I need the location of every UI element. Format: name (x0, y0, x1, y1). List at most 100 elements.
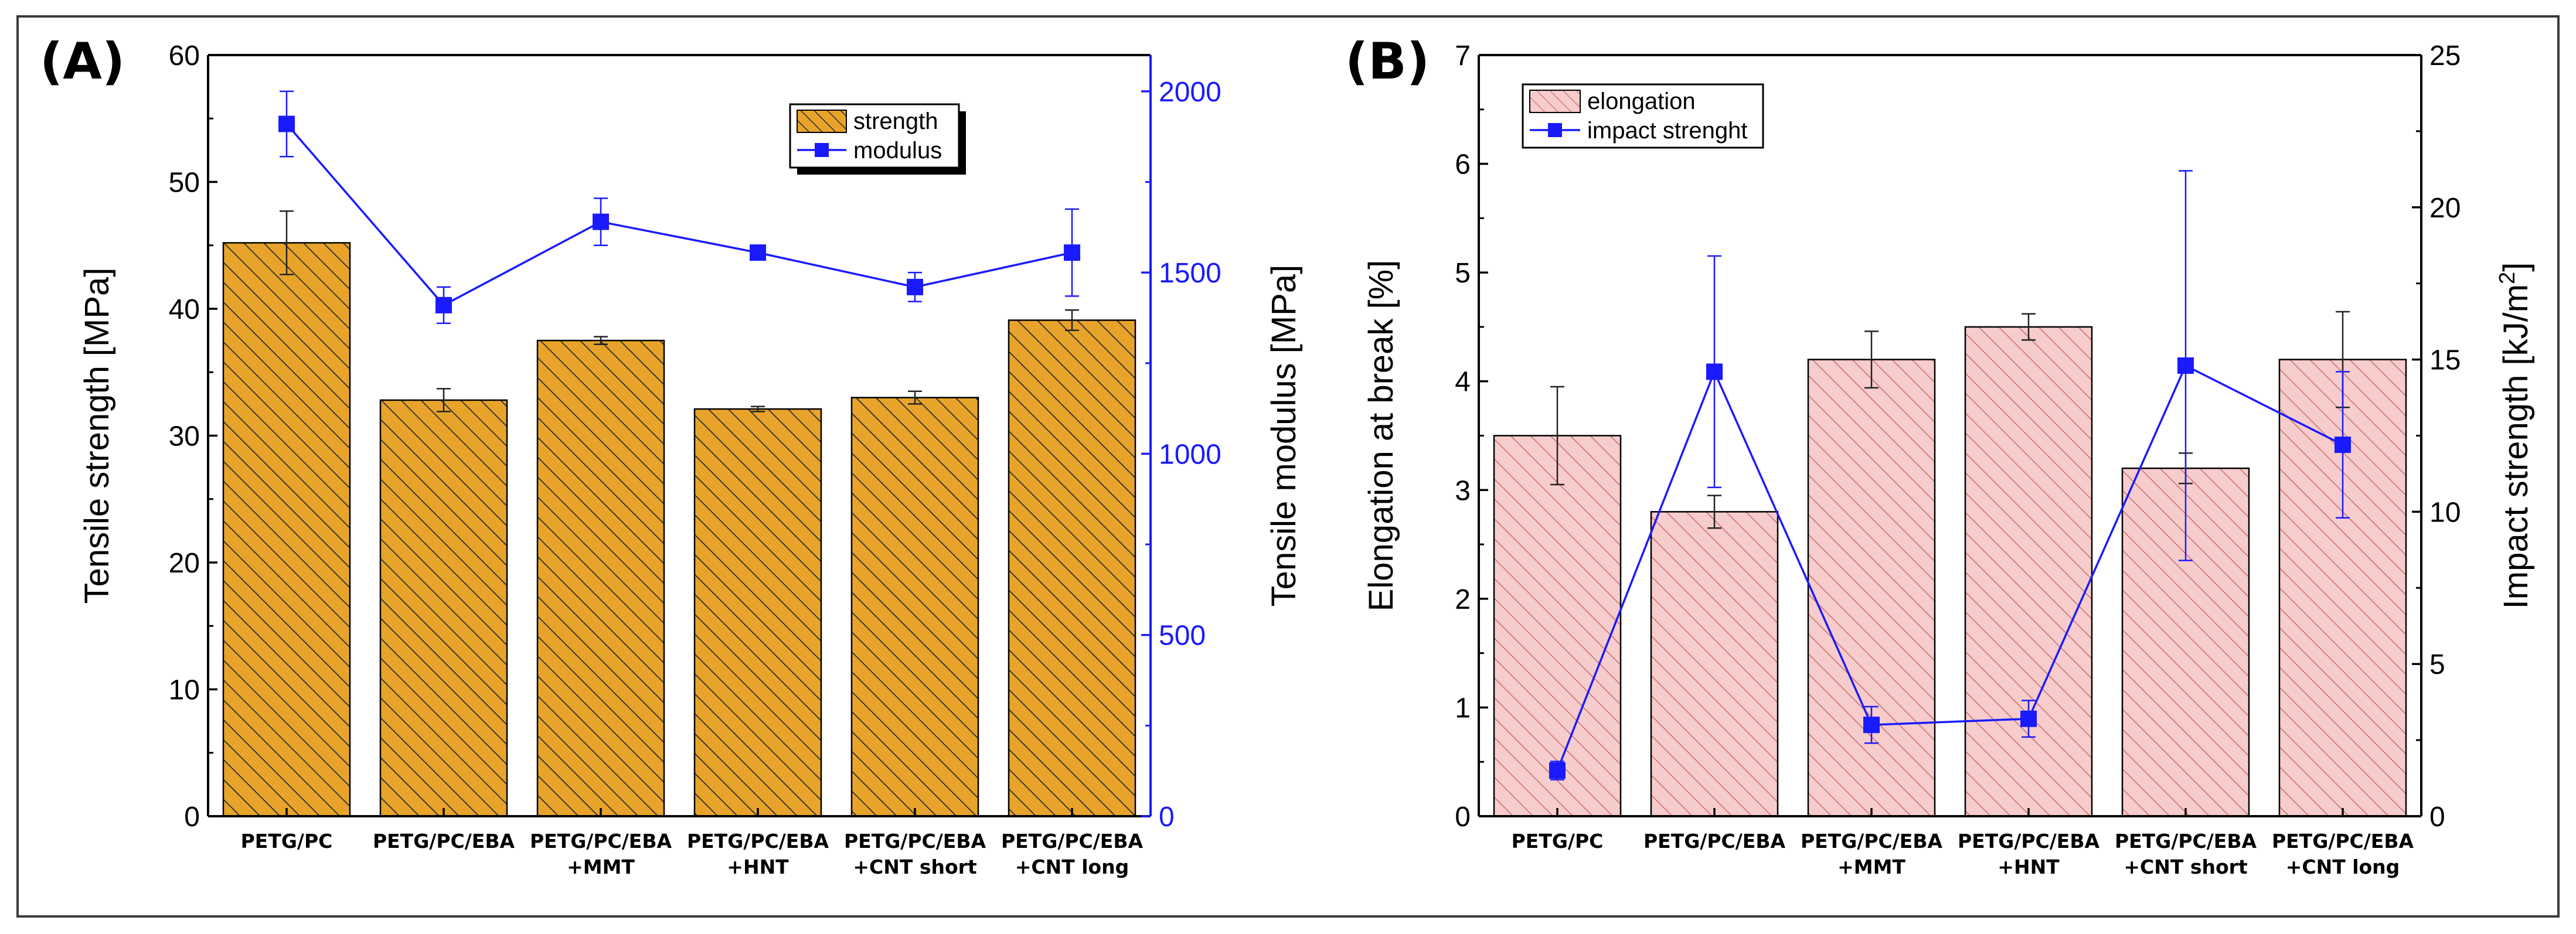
legend: elongation impact strenght (1522, 83, 1764, 149)
legend-marker-swatch (815, 143, 829, 157)
y2-axis-title-end: ] (2497, 263, 2535, 272)
panel-letter: (A) (40, 32, 125, 91)
category-label: PETG/PC/EBA (1801, 830, 1943, 853)
marker-impact-strenght-3 (2020, 710, 2037, 727)
marker-impact-strenght-4 (2177, 357, 2194, 374)
category-label: +CNT long (2286, 855, 2400, 878)
y2-axis-title-text: Impact strength [kJ/m (2497, 284, 2535, 609)
marker-impact-strenght-0 (1549, 762, 1566, 779)
y-tick-label: 40 (169, 294, 200, 325)
y-tick-label: 10 (169, 675, 200, 706)
marker-impact-strenght-5 (2335, 437, 2351, 454)
category-label: PETG/PC/EBA (1643, 830, 1786, 853)
category-label: +MMT (567, 855, 635, 878)
y2-tick-label: 1000 (1159, 439, 1221, 470)
category-label: PETG/PC (1512, 830, 1604, 853)
errorbar-elongation-2 (1864, 330, 1879, 389)
errorbar-strength-4 (908, 390, 922, 405)
bar-strength-4 (850, 397, 979, 817)
bar-strength-3 (693, 408, 822, 817)
y-axis-title: Tensile strength [MPa] (78, 268, 116, 604)
y2-tick-label: 2000 (1159, 77, 1221, 108)
legend-label-modulus: modulus (853, 138, 942, 163)
marker-modulus-3 (750, 244, 766, 261)
category-label: PETG/PC/EBA (530, 830, 672, 853)
y-tick-label: 0 (1455, 802, 1471, 833)
y-tick-label: 0 (184, 802, 200, 833)
bar-strength-5 (1008, 319, 1136, 817)
marker-modulus-1 (435, 296, 452, 313)
category-label: PETG/PC/EBA (2115, 830, 2257, 853)
category-label: +CNT short (2124, 855, 2248, 878)
y-tick-label: 7 (1455, 40, 1471, 71)
y2-axis-title-superscript: 2 (2495, 272, 2520, 284)
bar-elongation-2 (1807, 359, 1936, 817)
figure-frame (16, 15, 2560, 918)
y-tick-label: 50 (169, 168, 200, 199)
category-label: +HNT (727, 855, 789, 878)
y-axis-title: Elongation at break [%] (1362, 260, 1400, 612)
y2-axis-title: Impact strength [kJ/m2] (2495, 263, 2535, 609)
panel-letter: (B) (1345, 32, 1430, 91)
y-tick-label: 4 (1455, 367, 1471, 398)
y-tick-label: 6 (1455, 149, 1471, 180)
bar-elongation-0 (1493, 435, 1622, 817)
marker-modulus-2 (593, 213, 609, 230)
panel-a: (A) 0 10 20 30 40 50 60 0 500 1000 1500 2000 PETG/PC P… (40, 32, 1303, 878)
legend-label-elongation: elongation (1587, 88, 1696, 114)
category-label: PETG/PC/EBA (1001, 830, 1144, 853)
y-tick-label: 1 (1455, 693, 1471, 724)
legend-marker-swatch (1548, 123, 1562, 137)
category-label: PETG/PC/EBA (844, 830, 986, 853)
category-label: +HNT (1997, 855, 2060, 878)
y2-tick-label: 25 (2429, 40, 2461, 71)
y-tick-label: 20 (169, 548, 200, 579)
bar-strength-0 (222, 242, 351, 817)
category-label: PETG/PC/EBA (2272, 830, 2414, 853)
errorbar-elongation-1 (1707, 495, 1721, 529)
y-tick-label: 5 (1455, 258, 1471, 289)
errorbar-strength-3 (751, 405, 765, 413)
bar-strength-1 (379, 399, 508, 817)
y2-axis-title: Tensile modulus [MPa] (1265, 265, 1303, 606)
y-tick-label: 2 (1455, 584, 1471, 615)
category-label: +CNT short (853, 855, 977, 878)
category-label: +MMT (1837, 855, 1905, 878)
y2-tick-label: 500 (1159, 621, 1206, 652)
panel-b: (B) 0 1 2 3 4 5 6 7 0 5 10 15 20 25 PETG/PC PETG/PC/EBA P… (1345, 32, 2535, 878)
errorbar-elongation-3 (2022, 313, 2036, 341)
errorbar-strength-0 (280, 210, 294, 275)
y2-tick-label: 10 (2429, 497, 2461, 528)
errorbar-elongation-0 (1550, 386, 1564, 486)
marker-impact-strenght-2 (1863, 717, 1880, 734)
y-tick-label: 30 (169, 421, 200, 452)
category-label: PETG/PC/EBA (687, 830, 829, 853)
category-label: PETG/PC (241, 830, 333, 853)
category-label: +CNT long (1015, 855, 1129, 878)
marker-modulus-0 (278, 115, 295, 132)
y-tick-label: 3 (1455, 475, 1471, 506)
y2-tick-label: 15 (2429, 345, 2461, 376)
y-tick-label: 60 (169, 40, 200, 71)
marker-impact-strenght-1 (1706, 363, 1723, 380)
category-label: PETG/PC/EBA (1958, 830, 2100, 853)
legend-label-impact-strenght: impact strenght (1587, 118, 1747, 144)
errorbar-strength-5 (1065, 309, 1079, 332)
bar-elongation-3 (1964, 326, 2093, 817)
errorbar-strength-1 (437, 388, 451, 413)
y2-axis-title-text: Tensile modulus [MPa] (1265, 265, 1303, 606)
y2-tick-label: 5 (2429, 649, 2445, 680)
y2-tick-label: 1500 (1159, 258, 1221, 289)
y2-tick-label: 0 (1159, 802, 1175, 833)
legend-swatch-elongation (1529, 90, 1581, 113)
category-label: PETG/PC/EBA (373, 830, 515, 853)
marker-modulus-5 (1064, 244, 1080, 261)
marker-modulus-4 (907, 278, 923, 295)
bar-elongation-1 (1650, 511, 1779, 817)
legend-swatch-strength (797, 110, 847, 133)
line-modulus (285, 123, 1073, 307)
y2-tick-label: 0 (2429, 802, 2445, 833)
y2-tick-label: 20 (2429, 193, 2461, 224)
legend-label-strength: strength (853, 108, 938, 134)
